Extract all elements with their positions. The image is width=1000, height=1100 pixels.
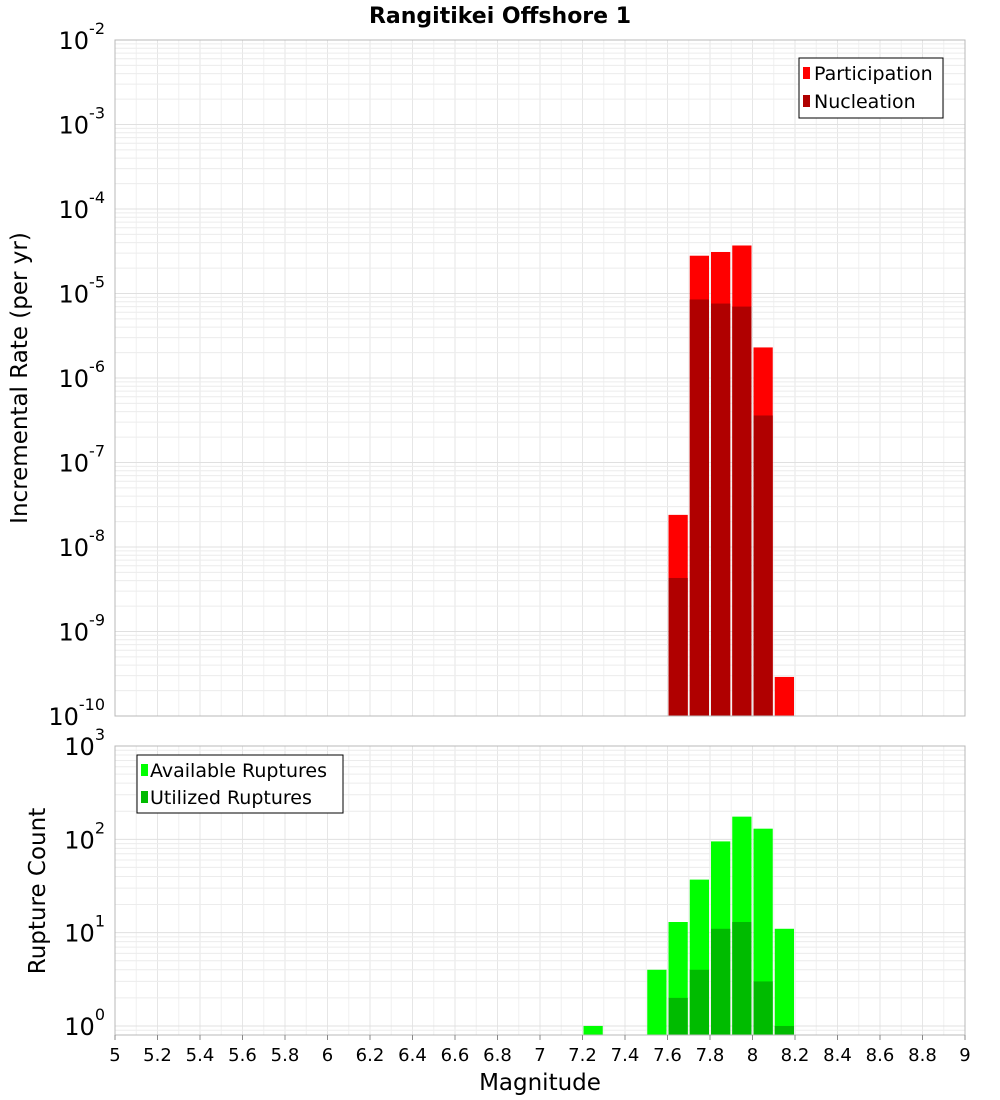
x-tick-label: 8 xyxy=(747,1045,758,1066)
top-y-ticks: 10-210-310-410-510-610-710-810-910-10 xyxy=(48,19,105,731)
bar-utilized-ruptures xyxy=(711,928,731,1035)
legend-swatch-available xyxy=(141,764,148,776)
x-tick-label: 7 xyxy=(534,1045,545,1066)
bar-utilized-ruptures xyxy=(774,1025,794,1035)
bar-available-ruptures xyxy=(774,928,794,1035)
y-tick-label: 102 xyxy=(64,818,105,854)
bar-nucleation xyxy=(753,415,773,716)
bar-nucleation xyxy=(732,306,752,716)
bottom-bars xyxy=(583,816,794,1035)
top-panel: 10-210-310-410-510-610-710-810-910-10 In… xyxy=(7,19,966,731)
legend-swatch-participation xyxy=(803,67,810,79)
bar-available-ruptures xyxy=(647,969,667,1035)
legend-swatch-nucleation xyxy=(803,95,810,107)
bottom-y-axis-label: Rupture Count xyxy=(25,808,51,974)
x-tick-label: 5.2 xyxy=(143,1045,172,1066)
bar-utilized-ruptures xyxy=(668,997,688,1035)
x-axis-label: Magnitude xyxy=(479,1070,601,1096)
y-tick-label: 10-6 xyxy=(59,357,106,393)
x-tick-label: 8.8 xyxy=(908,1045,937,1066)
top-legend: Participation Nucleation xyxy=(798,57,944,119)
top-grid xyxy=(114,39,966,717)
bar-utilized-ruptures xyxy=(732,922,752,1035)
legend-swatch-utilized xyxy=(141,791,148,803)
x-tick-label: 5.6 xyxy=(228,1045,257,1066)
y-tick-label: 10-3 xyxy=(59,104,106,140)
y-tick-label: 10-2 xyxy=(59,19,106,55)
top-y-axis-label: Incremental Rate (per yr) xyxy=(7,232,33,524)
x-tick-label: 8.4 xyxy=(823,1045,852,1066)
x-tick-label: 6.4 xyxy=(398,1045,427,1066)
top-legend-box xyxy=(798,57,944,119)
y-tick-label: 10-4 xyxy=(59,188,106,224)
x-tick-label: 5.4 xyxy=(186,1045,215,1066)
y-tick-label: 10-7 xyxy=(59,442,106,478)
bar-nucleation xyxy=(668,577,688,716)
bottom-legend: Available Ruptures Utilized Ruptures xyxy=(136,754,344,814)
bar-available-ruptures xyxy=(583,1025,603,1035)
bar-nucleation xyxy=(689,299,709,716)
top-bars xyxy=(668,245,794,717)
x-tick-label: 5 xyxy=(109,1045,120,1066)
x-tick-label: 7.6 xyxy=(653,1045,682,1066)
y-tick-label: 101 xyxy=(64,912,105,948)
x-tick-labels: 5 5.2 5.4 5.6 5.8 6 6.2 6.4 6.6 6.8 7 7.2 7.4 7.6 7.8 8… xyxy=(109,1035,971,1066)
chart-title: Rangitikei Offshore 1 xyxy=(369,4,631,29)
x-tick-label: 7.4 xyxy=(611,1045,640,1066)
x-tick-label: 7.8 xyxy=(696,1045,725,1066)
bar-utilized-ruptures xyxy=(753,981,773,1035)
top-plot-frame xyxy=(114,39,966,717)
y-tick-label: 100 xyxy=(64,1005,105,1041)
x-tick-label: 6.2 xyxy=(356,1045,385,1066)
x-tick-label: 5.8 xyxy=(271,1045,300,1066)
x-tick-label: 8.6 xyxy=(866,1045,895,1066)
y-tick-label: 10-9 xyxy=(59,611,106,647)
x-tick-label: 6.8 xyxy=(483,1045,512,1066)
bar-participation xyxy=(774,676,794,716)
x-tick-label: 7.2 xyxy=(568,1045,597,1066)
legend-label-participation: Participation xyxy=(814,63,933,85)
y-tick-label: 10-5 xyxy=(59,273,106,309)
x-tick-label: 6 xyxy=(322,1045,333,1066)
x-tick-label: 8.2 xyxy=(781,1045,810,1066)
y-tick-label: 10-8 xyxy=(59,526,106,562)
bar-nucleation xyxy=(711,303,731,716)
legend-label-utilized: Utilized Ruptures xyxy=(150,787,312,809)
x-tick-label: 9 xyxy=(959,1045,970,1066)
x-tick-label: 6.6 xyxy=(441,1045,470,1066)
legend-label-nucleation: Nucleation xyxy=(814,91,916,113)
bottom-legend-box xyxy=(136,754,344,814)
bar-utilized-ruptures xyxy=(689,969,709,1035)
legend-label-available: Available Ruptures xyxy=(150,760,327,782)
